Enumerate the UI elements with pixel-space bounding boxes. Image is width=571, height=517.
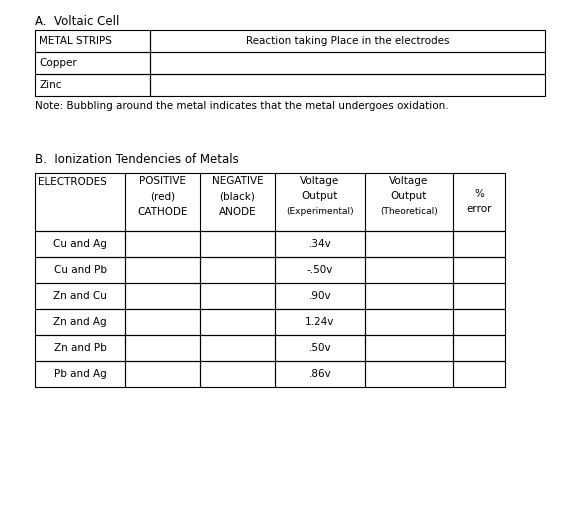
Bar: [453, 257, 505, 283]
Bar: [200, 283, 275, 309]
Text: CATHODE: CATHODE: [137, 207, 188, 217]
Text: Note: Bubbling around the metal indicates that the metal undergoes oxidation.: Note: Bubbling around the metal indicate…: [35, 101, 449, 111]
Text: (black): (black): [220, 191, 255, 202]
Text: Reaction taking Place in the electrodes: Reaction taking Place in the electrodes: [246, 36, 449, 46]
Bar: [453, 283, 505, 309]
Text: Zn and Ag: Zn and Ag: [53, 317, 107, 327]
Bar: [35, 283, 125, 309]
Text: POSITIVE: POSITIVE: [139, 176, 186, 186]
Bar: [35, 231, 125, 257]
Bar: [200, 231, 275, 257]
Text: 1.24v: 1.24v: [305, 317, 335, 327]
Bar: [275, 257, 365, 283]
Bar: [150, 30, 545, 52]
Bar: [35, 74, 150, 96]
Bar: [365, 257, 453, 283]
Text: Copper: Copper: [39, 58, 77, 68]
Text: (red): (red): [150, 191, 175, 202]
Text: Zn and Cu: Zn and Cu: [53, 291, 107, 301]
Text: Zn and Pb: Zn and Pb: [54, 343, 106, 353]
Text: Voltage: Voltage: [389, 176, 429, 186]
Bar: [200, 361, 275, 387]
Bar: [275, 309, 365, 335]
Bar: [365, 283, 453, 309]
Bar: [35, 30, 150, 52]
Bar: [125, 309, 200, 335]
Bar: [275, 361, 365, 387]
Bar: [453, 309, 505, 335]
Text: %: %: [474, 189, 484, 199]
Bar: [35, 309, 125, 335]
Bar: [453, 361, 505, 387]
Text: Output: Output: [391, 191, 427, 202]
Bar: [150, 74, 545, 96]
Bar: [200, 335, 275, 361]
Bar: [365, 309, 453, 335]
Text: .90v: .90v: [309, 291, 331, 301]
Bar: [35, 173, 505, 231]
Bar: [365, 335, 453, 361]
Text: ANODE: ANODE: [219, 207, 256, 217]
Bar: [35, 361, 125, 387]
Bar: [125, 257, 200, 283]
Text: Pb and Ag: Pb and Ag: [54, 369, 106, 379]
Bar: [365, 231, 453, 257]
Bar: [125, 361, 200, 387]
Text: A.  Voltaic Cell: A. Voltaic Cell: [35, 15, 119, 28]
Text: Cu and Ag: Cu and Ag: [53, 239, 107, 249]
Text: Zinc: Zinc: [39, 80, 62, 90]
Bar: [200, 309, 275, 335]
Text: (Experimental): (Experimental): [286, 207, 354, 216]
Bar: [275, 283, 365, 309]
Bar: [365, 361, 453, 387]
Text: Output: Output: [302, 191, 338, 202]
Text: ELECTRODES: ELECTRODES: [38, 177, 107, 187]
Bar: [35, 335, 125, 361]
Text: Cu and Pb: Cu and Pb: [54, 265, 107, 275]
Bar: [150, 52, 545, 74]
Text: NEGATIVE: NEGATIVE: [212, 176, 263, 186]
Bar: [275, 335, 365, 361]
Text: (Theoretical): (Theoretical): [380, 207, 438, 216]
Bar: [453, 231, 505, 257]
Text: error: error: [467, 204, 492, 214]
Bar: [453, 335, 505, 361]
Bar: [125, 335, 200, 361]
Bar: [200, 257, 275, 283]
Bar: [35, 52, 150, 74]
Bar: [125, 231, 200, 257]
Bar: [35, 257, 125, 283]
Text: METAL STRIPS: METAL STRIPS: [39, 36, 112, 46]
Text: .50v: .50v: [309, 343, 331, 353]
Text: .34v: .34v: [308, 239, 331, 249]
Text: -.50v: -.50v: [307, 265, 333, 275]
Text: Voltage: Voltage: [300, 176, 340, 186]
Bar: [275, 231, 365, 257]
Text: B.  Ionization Tendencies of Metals: B. Ionization Tendencies of Metals: [35, 153, 239, 166]
Bar: [125, 283, 200, 309]
Text: .86v: .86v: [308, 369, 331, 379]
